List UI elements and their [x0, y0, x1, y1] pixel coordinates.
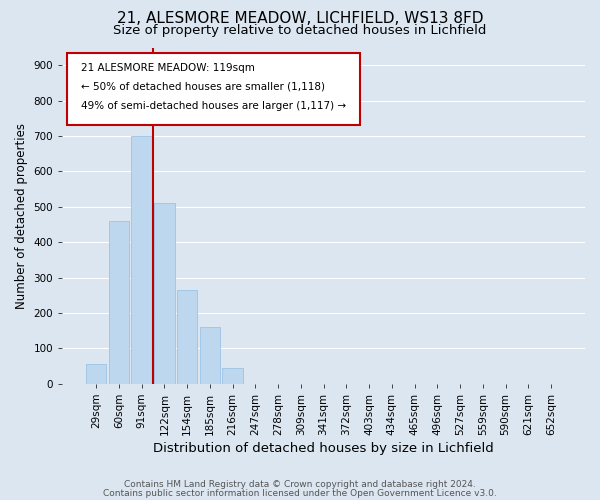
Text: Contains HM Land Registry data © Crown copyright and database right 2024.: Contains HM Land Registry data © Crown c… [124, 480, 476, 489]
Bar [86, 364, 106, 384]
Text: Size of property relative to detached houses in Lichfield: Size of property relative to detached ho… [113, 24, 487, 37]
Text: Contains public sector information licensed under the Open Government Licence v3: Contains public sector information licen… [103, 490, 497, 498]
Bar [177, 290, 197, 384]
Text: 21, ALESMORE MEADOW, LICHFIELD, WS13 8FD: 21, ALESMORE MEADOW, LICHFIELD, WS13 8FD [117, 11, 483, 26]
Bar [154, 204, 175, 384]
Bar [131, 136, 152, 384]
Text: ← 50% of detached houses are smaller (1,118): ← 50% of detached houses are smaller (1,… [80, 81, 325, 91]
Text: 49% of semi-detached houses are larger (1,117) →: 49% of semi-detached houses are larger (… [80, 102, 346, 112]
FancyBboxPatch shape [67, 52, 360, 125]
Bar [223, 368, 243, 384]
X-axis label: Distribution of detached houses by size in Lichfield: Distribution of detached houses by size … [153, 442, 494, 455]
Bar [109, 221, 129, 384]
Bar [200, 327, 220, 384]
Text: 21 ALESMORE MEADOW: 119sqm: 21 ALESMORE MEADOW: 119sqm [80, 62, 254, 72]
Y-axis label: Number of detached properties: Number of detached properties [15, 122, 28, 308]
